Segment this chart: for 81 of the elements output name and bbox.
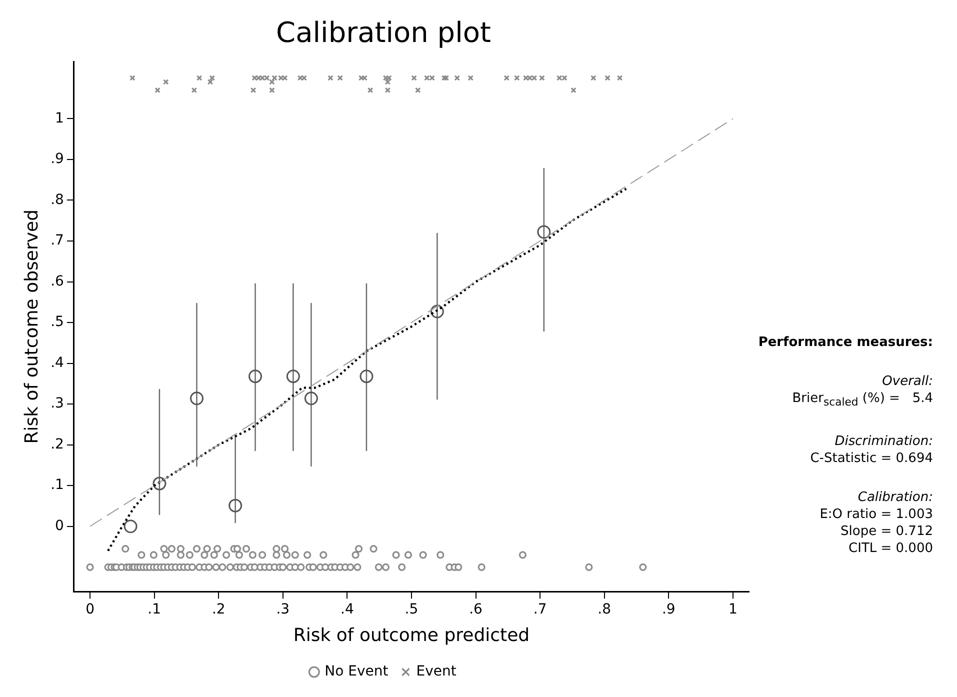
x-tick-label: 0 <box>86 602 94 618</box>
y-axis-title: Risk of outcome observed <box>21 209 42 444</box>
y-tick-label: .6 <box>50 273 64 290</box>
point <box>162 79 169 85</box>
x-axis-title: Risk of outcome predicted <box>293 624 530 646</box>
point <box>304 392 318 406</box>
point <box>411 74 417 81</box>
point <box>537 225 551 239</box>
legend-label: No Event <box>324 664 389 680</box>
point <box>539 74 545 81</box>
x-tick-label: .5 <box>404 602 418 618</box>
x-tick-label: .6 <box>469 602 483 618</box>
point <box>590 74 596 81</box>
point <box>604 74 610 81</box>
y-tick-label: .1 <box>50 477 64 494</box>
x-tick-label: 1 <box>728 602 738 618</box>
x-tick-label: .9 <box>662 602 676 618</box>
point <box>386 74 392 81</box>
x-tick-label: .1 <box>148 602 161 618</box>
x-tick-label: .4 <box>340 602 354 618</box>
point <box>191 87 198 94</box>
legend-label: Event <box>416 664 457 680</box>
y-tick-label: .8 <box>50 192 64 208</box>
text: CITL = 0.000 <box>848 540 933 557</box>
text: Brier$_{scaled}$ (%) = 5.4 <box>791 390 933 411</box>
text: Performance measures: <box>758 334 933 351</box>
point <box>429 74 435 81</box>
point <box>468 74 474 81</box>
point <box>414 87 421 94</box>
point <box>152 476 166 490</box>
y-tick-label: 0 <box>55 518 64 534</box>
point <box>454 74 460 81</box>
point <box>269 87 275 94</box>
text: Overall: <box>881 373 933 390</box>
point <box>616 74 623 81</box>
point <box>514 74 520 81</box>
point <box>504 74 510 81</box>
y-tick-label: .4 <box>50 354 64 371</box>
y-tick-label: .7 <box>50 232 64 249</box>
point <box>443 74 450 81</box>
x-tick-label: .3 <box>276 602 290 618</box>
point <box>272 74 278 81</box>
point <box>250 87 256 94</box>
point <box>430 304 444 318</box>
point <box>196 74 202 81</box>
point <box>362 74 368 81</box>
point <box>382 74 389 81</box>
point <box>209 74 216 81</box>
point <box>360 370 374 384</box>
point <box>337 74 344 81</box>
point <box>124 520 138 534</box>
point <box>328 74 334 81</box>
text: Discrimination: <box>834 432 933 450</box>
text: Calibration: <box>856 488 933 506</box>
point <box>190 392 204 406</box>
point <box>286 370 300 384</box>
line-series <box>106 188 628 552</box>
chart-title: Calibration plot <box>276 16 491 50</box>
point <box>441 74 448 81</box>
y-tick-label: .3 <box>50 396 64 412</box>
text: Slope = 0.712 <box>840 522 933 540</box>
point <box>130 74 136 81</box>
x-tick-label: .8 <box>598 602 612 618</box>
y-tick-label: .9 <box>50 151 64 168</box>
point <box>358 74 364 81</box>
point <box>367 87 374 94</box>
text: E:O ratio = 1.003 <box>818 506 933 523</box>
point <box>570 87 576 94</box>
point <box>384 87 391 94</box>
point <box>556 74 562 81</box>
point <box>424 74 430 81</box>
text: C-Statistic = 0.694 <box>809 450 933 467</box>
point <box>154 87 160 94</box>
y-tick-label: .2 <box>50 436 64 452</box>
point <box>562 74 568 81</box>
x-tick-label: .7 <box>533 602 547 618</box>
point <box>248 370 262 384</box>
y-tick-label: .5 <box>50 314 64 330</box>
x-tick-label: .2 <box>212 602 226 618</box>
point <box>228 498 242 512</box>
y-tick-label: 1 <box>55 110 64 126</box>
